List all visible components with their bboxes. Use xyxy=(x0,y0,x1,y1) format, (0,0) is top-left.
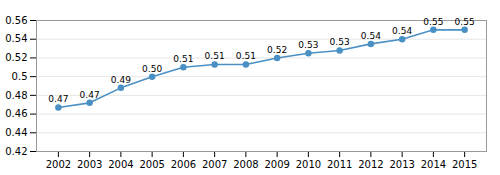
svg-text:0.47: 0.47 xyxy=(48,94,68,104)
svg-text:2008: 2008 xyxy=(233,159,258,170)
svg-text:0.52: 0.52 xyxy=(5,52,27,63)
svg-text:2003: 2003 xyxy=(77,159,102,170)
svg-text:2009: 2009 xyxy=(264,159,289,170)
svg-text:0.54: 0.54 xyxy=(361,31,381,41)
svg-text:0.55: 0.55 xyxy=(423,17,443,27)
svg-text:0.53: 0.53 xyxy=(330,37,350,47)
svg-text:2010: 2010 xyxy=(296,159,321,170)
svg-text:0.49: 0.49 xyxy=(111,75,131,85)
svg-text:0.48: 0.48 xyxy=(5,90,27,101)
svg-text:0.50: 0.50 xyxy=(142,64,162,74)
svg-text:2004: 2004 xyxy=(108,159,133,170)
svg-text:0.55: 0.55 xyxy=(455,17,475,27)
svg-text:2013: 2013 xyxy=(389,159,414,170)
svg-text:0.52: 0.52 xyxy=(267,45,287,55)
svg-text:2011: 2011 xyxy=(327,159,352,170)
svg-text:2002: 2002 xyxy=(46,159,71,170)
svg-text:2007: 2007 xyxy=(202,159,227,170)
svg-text:2005: 2005 xyxy=(139,159,164,170)
svg-text:0.42: 0.42 xyxy=(5,146,27,157)
svg-text:0.54: 0.54 xyxy=(392,26,412,36)
svg-text:0.53: 0.53 xyxy=(298,40,318,50)
svg-text:0.54: 0.54 xyxy=(5,33,27,44)
svg-text:0.47: 0.47 xyxy=(80,90,100,100)
svg-text:2015: 2015 xyxy=(452,159,477,170)
svg-text:2014: 2014 xyxy=(421,159,446,170)
svg-text:0.51: 0.51 xyxy=(205,51,225,61)
svg-text:0.51: 0.51 xyxy=(236,51,256,61)
svg-text:0.5: 0.5 xyxy=(12,71,28,82)
svg-text:2012: 2012 xyxy=(358,159,383,170)
svg-text:0.44: 0.44 xyxy=(5,127,27,138)
svg-text:2006: 2006 xyxy=(171,159,196,170)
svg-text:0.46: 0.46 xyxy=(5,108,27,119)
svg-text:0.56: 0.56 xyxy=(5,15,27,26)
svg-text:0.51: 0.51 xyxy=(173,54,193,64)
